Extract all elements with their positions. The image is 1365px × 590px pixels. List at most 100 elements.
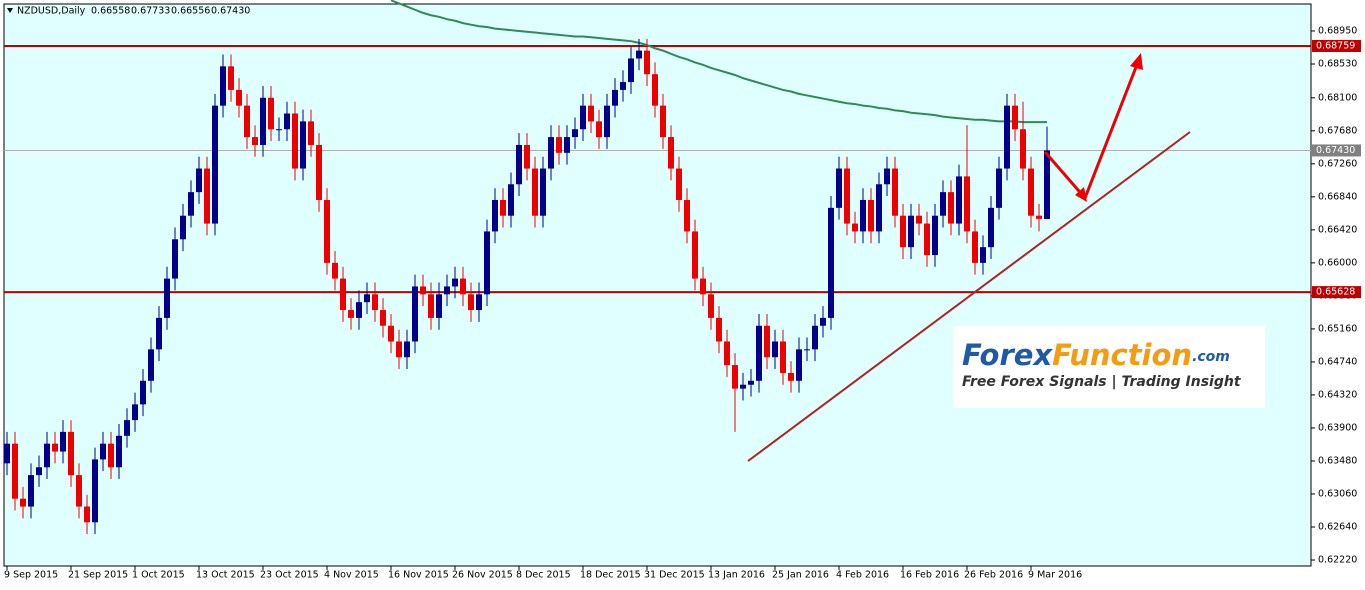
- candle-body: [692, 231, 698, 279]
- candle-body: [772, 341, 778, 358]
- candle-body: [972, 231, 978, 263]
- y-tick-label: 0.62220: [1318, 555, 1357, 566]
- candle-body: [492, 199, 498, 232]
- candle-body: [844, 168, 850, 224]
- x-tick-label: 4 Feb 2016: [836, 570, 889, 581]
- candle-body: [76, 475, 82, 507]
- candle-body: [716, 317, 722, 342]
- candle-body: [404, 341, 410, 358]
- y-tick-label: 0.66840: [1318, 191, 1357, 202]
- candle-body: [700, 278, 706, 295]
- candle-body: [388, 325, 394, 342]
- candle-body: [852, 223, 858, 232]
- x-tick-label: 31 Dec 2015: [644, 570, 705, 581]
- candle-body: [212, 105, 218, 224]
- candle-body: [548, 137, 554, 169]
- arrow-head: [1075, 187, 1087, 202]
- header-value: 0.66556: [171, 6, 210, 17]
- brand-part: Function: [1052, 338, 1192, 372]
- candle-body: [932, 215, 938, 256]
- candle-body: [812, 325, 818, 350]
- candle-body: [668, 137, 674, 169]
- candle-body: [420, 286, 426, 295]
- x-tick-label: 9 Sep 2015: [4, 570, 58, 581]
- candle-body: [780, 341, 786, 373]
- price-label: 0.68759: [1316, 40, 1355, 51]
- y-tick-label: 0.68950: [1318, 25, 1357, 36]
- y-tick-label: 0.67680: [1318, 125, 1357, 136]
- candle-body: [876, 184, 882, 232]
- candle-body: [180, 215, 186, 240]
- candle-body: [788, 372, 794, 381]
- candle-body: [828, 207, 834, 318]
- candle-body: [620, 82, 626, 90]
- candle-body: [52, 443, 58, 452]
- candle-body: [332, 262, 338, 279]
- candle-body: [196, 168, 202, 193]
- candle-body: [36, 467, 42, 476]
- y-tick-label: 0.67260: [1318, 158, 1357, 169]
- candle-body: [140, 380, 146, 405]
- candle-body: [20, 498, 26, 507]
- candle-body: [292, 113, 298, 169]
- candle-body: [236, 89, 242, 106]
- candle-body: [228, 66, 234, 90]
- candle-body: [148, 349, 154, 381]
- candle-body: [428, 294, 434, 318]
- candle-body: [892, 168, 898, 216]
- candle-body: [756, 325, 762, 381]
- candle-body: [660, 105, 666, 138]
- candle-body: [676, 168, 682, 200]
- candle-body: [572, 129, 578, 138]
- x-tick-label: 1 Oct 2015: [132, 570, 185, 581]
- candle-body: [436, 294, 442, 318]
- x-tick-label: 13 Oct 2015: [196, 570, 255, 581]
- y-tick-label: 0.65160: [1318, 323, 1357, 334]
- candle-body: [724, 341, 730, 366]
- x-tick-label: 23 Oct 2015: [260, 570, 319, 581]
- candle-body: [644, 50, 650, 75]
- candle-body: [604, 105, 610, 138]
- watermark-brand: ForexFunction.com: [962, 338, 1230, 372]
- y-tick-label: 0.63900: [1318, 422, 1357, 433]
- candle-body: [364, 294, 370, 303]
- candle-body: [740, 384, 746, 389]
- candle-body: [84, 506, 90, 523]
- candle-body: [980, 247, 986, 263]
- candle-body: [132, 404, 138, 421]
- candle-body: [260, 97, 266, 145]
- candle-body: [684, 199, 690, 232]
- candle-body: [996, 168, 1002, 208]
- x-tick-label: 16 Nov 2015: [388, 570, 449, 581]
- watermark-tagline: Free Forex Signals | Trading Insight: [962, 374, 1242, 390]
- candle-body: [28, 475, 34, 507]
- candle-body: [596, 121, 602, 138]
- candle-body: [564, 137, 570, 153]
- candle-body: [4, 443, 10, 464]
- price-label-box: [1312, 39, 1361, 52]
- candle-body: [956, 176, 962, 224]
- candle-body: [1012, 105, 1018, 130]
- candle-body: [476, 294, 482, 311]
- candle-body: [348, 310, 354, 318]
- candle-body: [508, 184, 514, 216]
- arrow-head: [1130, 53, 1143, 70]
- candle-body: [60, 431, 66, 452]
- candle-body: [516, 144, 522, 185]
- trend-line: [747, 131, 1191, 462]
- candle-body: [916, 215, 922, 224]
- marks: [4, 0, 1311, 535]
- candle-body: [268, 97, 274, 130]
- y-tick-label: 0.66000: [1318, 257, 1357, 268]
- y-tick-label: 0.63060: [1318, 488, 1357, 499]
- candle-body: [316, 144, 322, 200]
- candle-body: [340, 278, 346, 311]
- candle-body: [804, 349, 810, 351]
- y-tick-label: 0.66420: [1318, 224, 1357, 235]
- candle-body: [860, 199, 866, 232]
- candle-body: [708, 294, 714, 318]
- candle-body: [500, 199, 506, 216]
- price-label-box: [1312, 286, 1361, 299]
